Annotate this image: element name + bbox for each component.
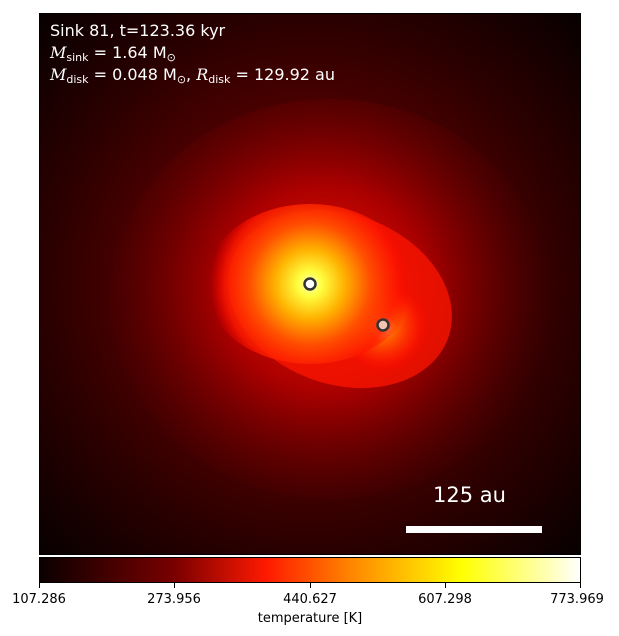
colorbar-tick [445, 583, 446, 588]
colorbar-tick-label: 273.956 [147, 592, 201, 607]
colorbar-tick [39, 583, 40, 588]
disk-radius-sub: disk [208, 73, 231, 86]
disk-mass-var: M [50, 65, 67, 84]
colorbar-label: temperature [K] [257, 611, 363, 626]
disk-radius-var: R [196, 65, 209, 84]
sink-title: Sink 81, t=123.36 kyr [50, 21, 225, 40]
disk-sep: , [186, 65, 197, 84]
temperature-map-image [40, 14, 580, 554]
colorbar-tick-label: 607.298 [418, 592, 472, 607]
secondary-sink-marker [376, 318, 390, 332]
colorbar-tick [174, 583, 175, 588]
sink-mass-sub: sink [66, 51, 89, 64]
colorbar-tick [580, 583, 581, 588]
scale-bar-label: 125 au [433, 483, 506, 507]
colorbar [39, 557, 581, 583]
disk-mass-value: = 0.048 M [88, 65, 177, 84]
scale-bar [406, 526, 542, 533]
colorbar-tick-label: 773.969 [550, 592, 604, 607]
disk-mass-sun: ⊙ [176, 73, 187, 86]
colorbar-tick [310, 583, 311, 588]
disk-radius-value: = 129.92 au [230, 65, 335, 84]
colorbar-tick-label: 107.286 [12, 592, 66, 607]
disk-props: Mdisk = 0.048 M⊙, Rdisk = 129.92 au [50, 65, 335, 86]
sink-mass-var: M [50, 43, 67, 62]
sink-mass-sun: ⊙ [166, 51, 176, 64]
temperature-map: Sink 81, t=123.36 kyr Msink = 1.64 M⊙ Md… [39, 13, 581, 555]
colorbar-tick-label: 440.627 [283, 592, 337, 607]
sink-mass-value: = 1.64 M [88, 43, 167, 62]
sink-title-text: Sink 81, t=123.36 kyr [50, 21, 226, 40]
disk-mass-sub: disk [66, 73, 89, 86]
primary-sink-marker [303, 277, 317, 291]
sink-mass: Msink = 1.64 M⊙ [50, 43, 176, 64]
